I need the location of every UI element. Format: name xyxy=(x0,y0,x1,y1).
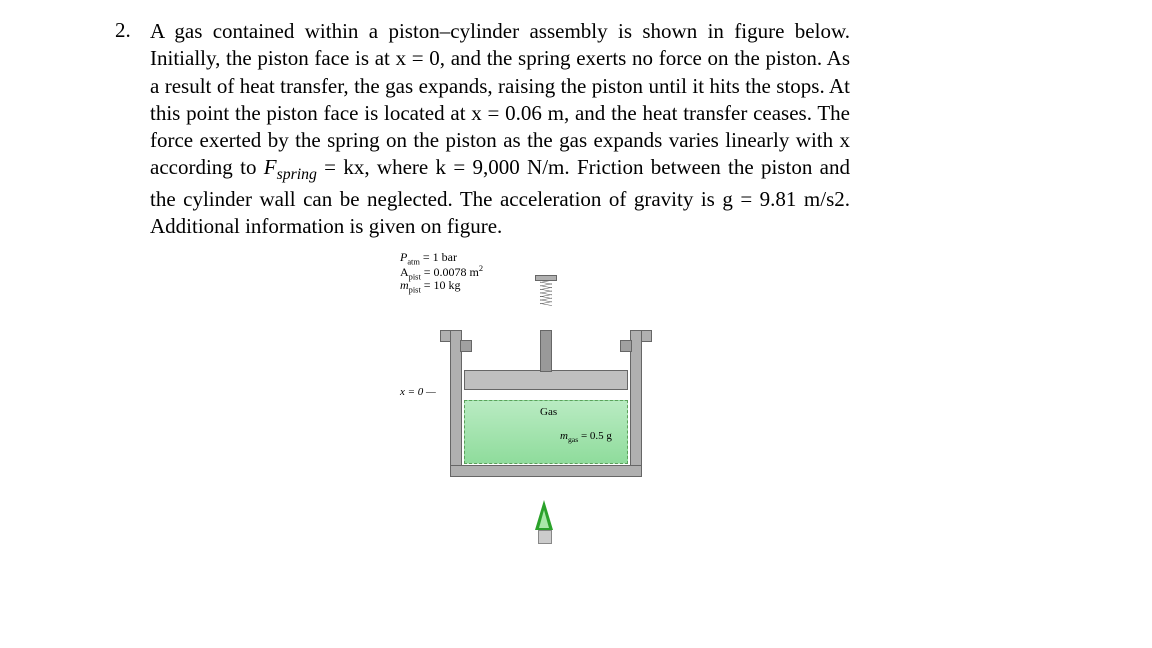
spring-icon: \/\/\/\/\/\/\/ xyxy=(540,280,549,305)
mpist-value: = 10 kg xyxy=(421,278,461,292)
x-zero-text: x = 0 — xyxy=(400,386,436,398)
apist-symbol: A xyxy=(400,265,409,279)
x-zero-label: x = 0 — xyxy=(400,386,436,398)
cyl-wall-left xyxy=(450,330,462,477)
apist-sup: 2 xyxy=(479,264,483,273)
piston-cylinder-figure: Patm = 1 bar Apist = 0.0078 m2 mpist = 1… xyxy=(380,250,680,590)
apist-value: = 0.0078 m xyxy=(421,265,479,279)
spring-glyphs: \/\/\/\/\/\/\/ xyxy=(535,280,555,305)
problem-text: A gas contained within a piston–cylinder… xyxy=(150,18,850,241)
stop-right xyxy=(620,340,632,352)
spring-top-plate xyxy=(535,275,557,281)
f-subscript: spring xyxy=(277,167,317,184)
mgas-value: = 0.5 g xyxy=(578,430,612,442)
mpist-sub: pist xyxy=(409,285,421,294)
mpist-label: mpist = 10 kg xyxy=(400,278,461,294)
patm-value: = 1 bar xyxy=(420,250,457,264)
cyl-wall-right xyxy=(630,330,642,477)
mgas-sub: gas xyxy=(568,435,578,444)
page: 2. A gas contained within a piston–cylin… xyxy=(0,0,1152,648)
piston-head xyxy=(464,370,628,390)
stop-left xyxy=(460,340,472,352)
f-symbol: F xyxy=(264,155,277,179)
problem-number: 2. xyxy=(115,18,131,43)
piston-rod xyxy=(540,330,552,372)
mgas-symbol: m xyxy=(560,430,568,442)
flame-inner xyxy=(539,510,549,528)
gas-label: Gas xyxy=(540,406,557,418)
mgas-label: mgas = 0.5 g xyxy=(560,430,612,444)
mpist-symbol: m xyxy=(400,278,409,292)
cyl-wall-bottom xyxy=(450,465,642,477)
burner-base xyxy=(538,530,552,544)
cylinder-assembly: \/\/\/\/\/\/\/ Gas mgas = 0 xyxy=(450,320,650,530)
